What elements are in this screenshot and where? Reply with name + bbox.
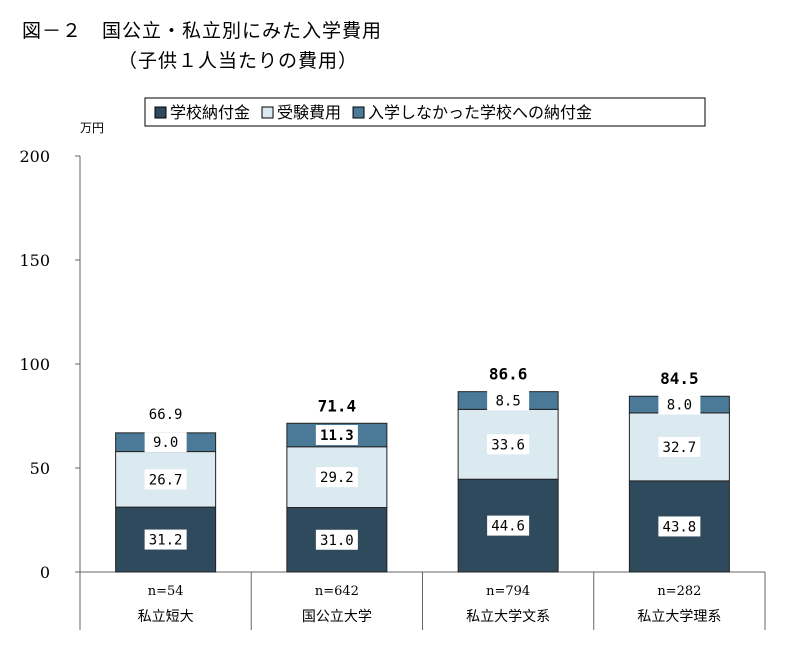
data-label: 32.7	[663, 440, 697, 456]
data-label-box	[658, 516, 701, 537]
legend-swatch-1	[154, 106, 167, 119]
y-tick-label: 0	[40, 563, 50, 582]
legend-label-1: 学校納付金	[170, 103, 250, 122]
y-tick-label: 200	[19, 147, 50, 166]
bar-segment	[457, 408, 559, 480]
sample-size-label: n=642	[315, 584, 359, 599]
data-label: 8.0	[667, 398, 692, 414]
data-label-box	[487, 434, 530, 455]
y-tick-label: 150	[19, 251, 50, 270]
data-label: 31.2	[149, 533, 183, 549]
legend-box	[144, 97, 706, 127]
data-label: 29.2	[320, 470, 354, 486]
data-label: 31.0	[320, 533, 354, 549]
data-label-box	[144, 432, 187, 453]
y-unit-label: 万円	[80, 121, 104, 135]
sample-size-label: n=794	[486, 584, 530, 599]
x-category-label: 私立短大	[138, 609, 194, 625]
data-label-box	[144, 529, 187, 550]
total-label: 71.4	[318, 396, 357, 415]
data-label-box	[658, 394, 701, 415]
data-label: 8.5	[495, 394, 520, 410]
sample-size-label: n=282	[657, 584, 701, 599]
x-category-label: 私立大学文系	[466, 609, 550, 625]
y-tick-label: 50	[30, 459, 50, 478]
y-tick-label: 100	[19, 355, 50, 374]
legend-label-3: 入学しなかった学校への納付金	[368, 103, 592, 122]
data-label-box	[144, 469, 187, 490]
chart-subtitle: （子供１人当たりの費用）	[118, 50, 359, 72]
total-label: 66.9	[149, 407, 183, 423]
data-label: 9.0	[153, 435, 178, 451]
chart-title: 図－２ 国公立・私立別にみた入学費用	[22, 20, 383, 42]
legend-swatch-3	[352, 106, 365, 119]
data-label: 44.6	[491, 519, 525, 535]
data-label-box	[658, 436, 701, 457]
x-category-label: 私立大学理系	[637, 609, 721, 625]
x-category-label: 国公立大学	[302, 609, 372, 625]
legend-label-2: 受験費用	[277, 103, 341, 122]
data-label-box	[487, 515, 530, 536]
data-label: 26.7	[149, 472, 183, 488]
data-label: 43.8	[663, 519, 697, 535]
total-label: 86.6	[489, 365, 528, 384]
sample-size-label: n=54	[148, 584, 184, 599]
data-label-box	[315, 467, 358, 488]
data-label: 11.3	[320, 428, 354, 444]
legend-swatch-2	[261, 106, 274, 119]
data-label-box	[315, 425, 358, 446]
data-label-box	[487, 390, 530, 411]
total-label: 84.5	[660, 369, 699, 388]
data-label-box	[315, 529, 358, 550]
data-label: 33.6	[491, 437, 525, 453]
